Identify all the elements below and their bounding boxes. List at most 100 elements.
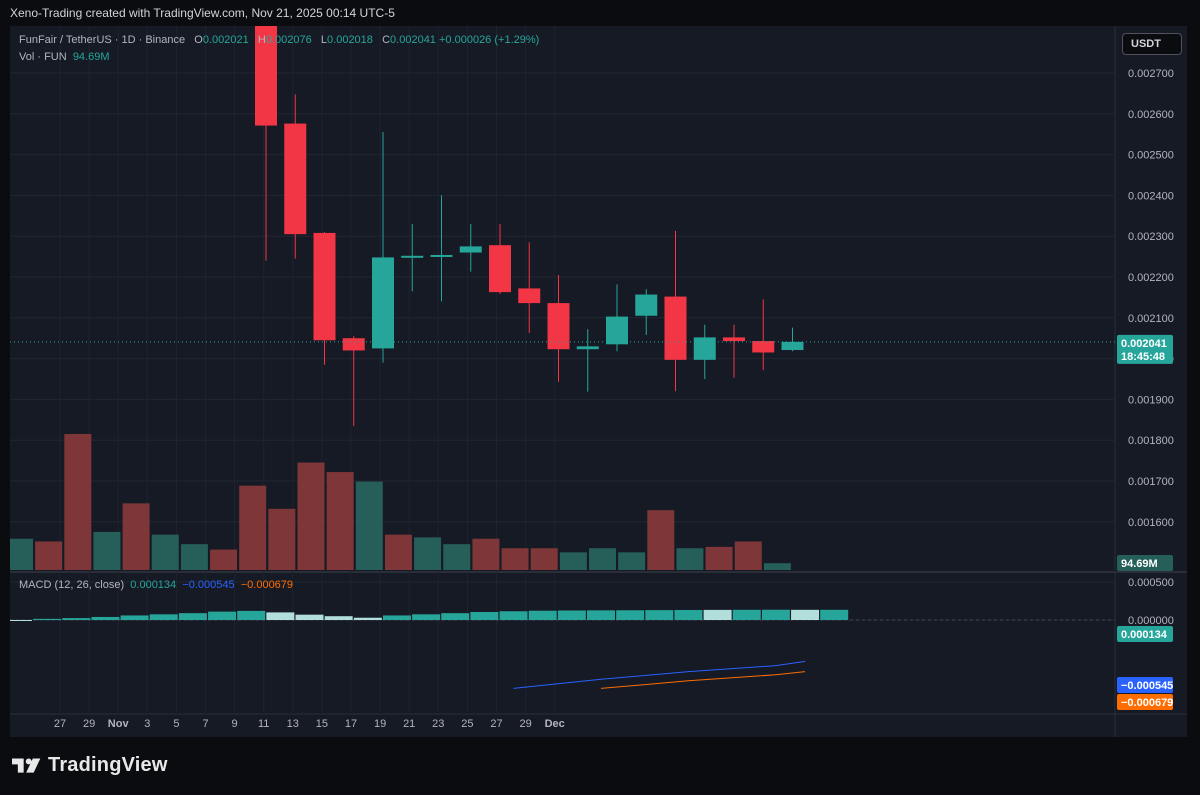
time-tick-label: 19 [374, 718, 386, 730]
candlesticks [10, 26, 1115, 426]
macd-histogram-bar [587, 610, 615, 620]
macd-line-badge-text: −0.000545 [1121, 680, 1173, 692]
price-tick-label: 0.002500 [1128, 150, 1174, 162]
candle-body[interactable] [606, 316, 628, 345]
volume-bar [355, 481, 383, 570]
chart-area[interactable]: 0.002700 0.002600 0.002500 0.002400 0.002300… [10, 26, 1187, 737]
macd-histogram-bar [674, 609, 703, 620]
macd-histogram-bar [470, 612, 499, 620]
volume-bar [210, 549, 238, 570]
candle-body[interactable] [313, 232, 336, 341]
macd-histogram-bar [33, 618, 62, 620]
volume-legend[interactable]: Vol · FUN 94.69M [19, 51, 110, 63]
candle-body[interactable] [693, 337, 716, 360]
macd-hist-badge [1117, 626, 1173, 642]
volume-bar [559, 552, 587, 570]
volume-bar [618, 552, 646, 570]
low-label: L [320, 34, 328, 46]
symbol-name[interactable]: FunFair / TetherUS · 1D · Binance [19, 34, 186, 46]
volume-bar [501, 548, 529, 570]
macd-histogram-bar [557, 610, 586, 620]
time-tick-label: 25 [461, 718, 473, 730]
macd-tick-label: 0.000000 [1128, 615, 1174, 627]
candle-body[interactable] [284, 123, 307, 235]
macd-tick-label: 0.000500 [1128, 577, 1174, 589]
candle-body[interactable] [459, 246, 482, 253]
time-tick-label: 7 [202, 718, 208, 730]
chart-canvas[interactable]: 0.002700 0.002600 0.002500 0.002400 0.002300… [10, 26, 1187, 737]
volume-bar [151, 534, 179, 570]
macd-legend[interactable]: MACD (12, 26, close) 0.000134 −0.000545 … [19, 579, 293, 591]
volume-value: 94.69M [72, 51, 110, 63]
candle-body[interactable] [723, 337, 745, 342]
candle-body[interactable] [664, 296, 687, 360]
symbol-legend[interactable]: FunFair / TetherUS · 1D · Binance O0.002… [19, 34, 539, 46]
price-tick-label: 0.001600 [1128, 517, 1174, 529]
last-price-badge-text: 0.002041 [1121, 338, 1167, 350]
time-tick-label: Nov [108, 718, 130, 730]
volume-bar [297, 462, 325, 570]
candle-body[interactable] [372, 257, 394, 349]
time-tick-label: 17 [345, 718, 357, 730]
volume-bar [530, 548, 558, 570]
open-value: 0.002021 [202, 34, 249, 46]
macd-line-value: −0.000545 [182, 579, 235, 591]
time-tick-label: 27 [54, 718, 66, 730]
candle-body[interactable] [430, 254, 453, 257]
macd-histogram-bar [732, 609, 761, 620]
macd-histogram-bar [761, 609, 790, 620]
time-tick-label: 23 [432, 718, 444, 730]
last-price-badge-text: 18:45:48 [1121, 351, 1165, 363]
macd-pane [10, 609, 1115, 689]
candle-body[interactable] [781, 341, 804, 351]
volume-label[interactable]: Vol · FUN [19, 51, 67, 63]
macd-histogram-bar [353, 617, 382, 620]
time-tick-label: 21 [403, 718, 415, 730]
volume-bar [326, 472, 354, 570]
candle-body[interactable] [576, 346, 599, 350]
last-price-badge [1117, 334, 1173, 364]
volume-bar [414, 537, 442, 570]
currency-button[interactable]: USDT [1122, 33, 1182, 55]
volume-bar [93, 531, 121, 570]
time-tick-label: 29 [83, 718, 95, 730]
candle-body[interactable] [547, 303, 570, 350]
price-tick-label: 0.001800 [1128, 435, 1174, 447]
macd-histogram-bar [208, 611, 237, 620]
macd-histogram-bar [266, 612, 295, 620]
macd-histogram-bar [703, 609, 732, 620]
time-tick-label: 15 [316, 718, 328, 730]
candle-body[interactable] [401, 255, 424, 258]
macd-histogram-bar [295, 614, 324, 620]
volume-bar [35, 541, 63, 570]
macd-line [513, 660, 806, 689]
price-tick-label: 0.001700 [1128, 476, 1174, 488]
macd-hist-value: 0.000134 [130, 579, 177, 591]
macd-histogram-bar [178, 613, 207, 620]
volume-badge-text: 94.69M [1121, 558, 1158, 570]
volume-bar [180, 544, 208, 570]
price-tick-label: 0.002400 [1128, 190, 1174, 202]
candle-body[interactable] [518, 288, 541, 304]
tradingview-logo[interactable]: TradingView [12, 754, 168, 777]
high-value: 0.002076 [265, 34, 312, 46]
candle-body[interactable] [752, 341, 775, 353]
macd-histogram-bar [382, 615, 411, 620]
candle-body[interactable] [489, 245, 511, 293]
candle-body[interactable] [342, 338, 365, 351]
macd-label[interactable]: MACD (12, 26, close) [19, 579, 125, 591]
volume-bar [64, 434, 92, 570]
price-tick-label: 0.002600 [1128, 109, 1174, 121]
candle-body[interactable] [635, 294, 658, 316]
signal-line-value: −0.000679 [240, 579, 294, 591]
volume-bar [268, 508, 296, 570]
price-tick-label: 0.002100 [1128, 313, 1174, 325]
volume-bar [239, 485, 267, 570]
candle-body[interactable] [255, 26, 277, 126]
macd-histogram-bar [10, 620, 32, 621]
volume-bar [10, 538, 33, 570]
volume-bar [734, 541, 762, 570]
macd-histogram-bar [120, 615, 149, 620]
macd-histogram-bar [149, 614, 178, 620]
